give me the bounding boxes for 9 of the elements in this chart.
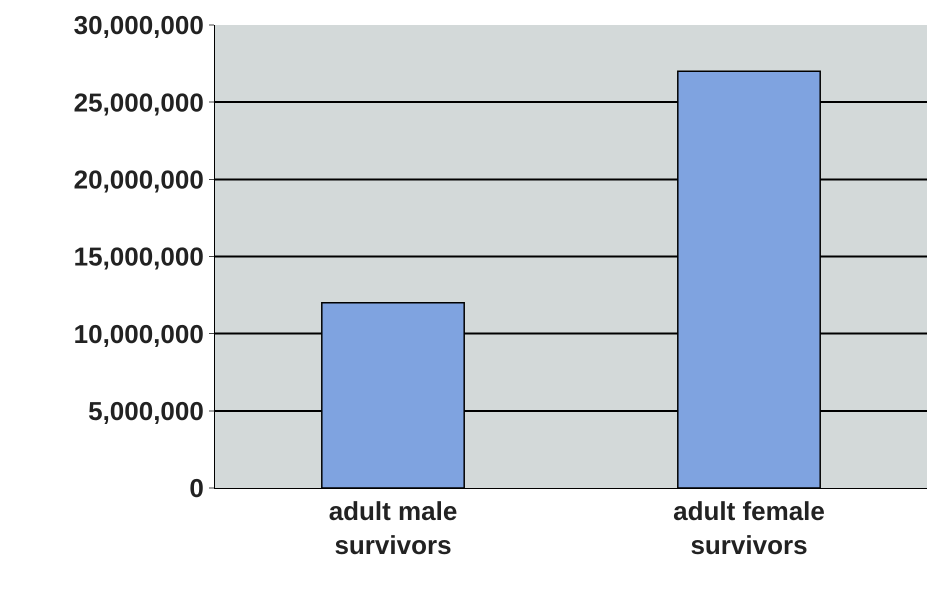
y-tick-label: 15,000,000 [74,242,204,272]
y-tick-label: 5,000,000 [88,396,204,426]
x-tick-label: adult female survivors [673,496,825,560]
y-tick-label: 25,000,000 [74,87,204,118]
y-tick-label: 10,000,000 [74,318,204,349]
y-tick-label: 30,000,000 [74,10,204,40]
y-tick-label: 20,000,000 [74,164,204,194]
x-tick-label: adult male survivors [328,496,458,560]
y-tick-label: 0 [189,473,204,504]
